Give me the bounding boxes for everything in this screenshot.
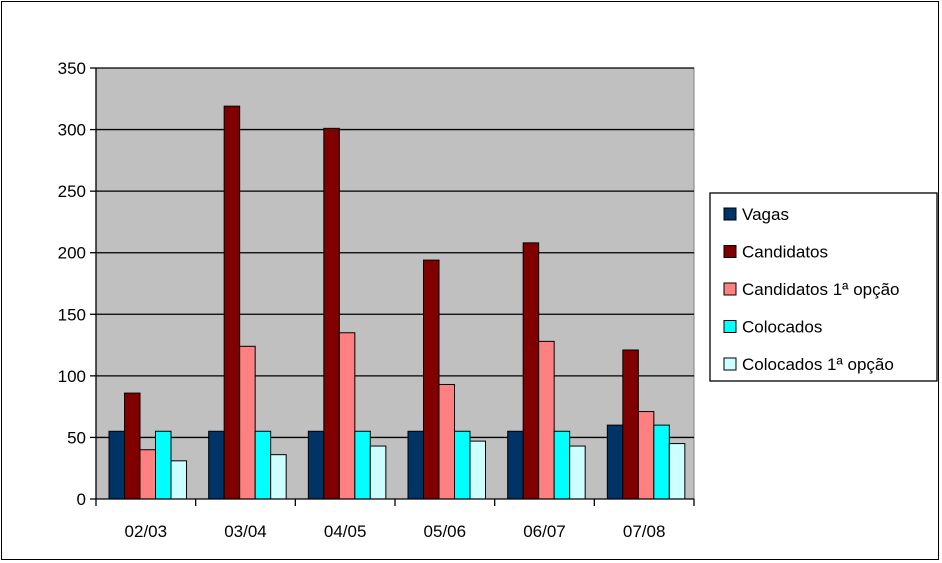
bar-colocados-1-op-o-06-07	[569, 445, 586, 500]
legend-swatch	[723, 282, 737, 296]
bar-vagas-03-04	[208, 430, 225, 500]
bar-candidatos-04-05	[323, 127, 340, 500]
bar-vagas-06-07	[507, 430, 524, 500]
bar-candidatos-1-op-o-06-07	[538, 340, 555, 500]
bar-vagas-04-05	[307, 430, 325, 500]
y-tick-label: 50	[67, 428, 86, 447]
legend-swatch	[723, 245, 737, 258]
bar-colocados-1-op-o-07-08	[668, 443, 686, 500]
bar-colocados-1-op-o-02-03	[170, 460, 187, 500]
bar-candidatos-1-op-o-05-06	[438, 383, 455, 500]
bar-colocados-06-07	[553, 430, 571, 500]
bar-candidatos-1-op-o-04-05	[338, 332, 356, 500]
bar-vagas-02-03	[108, 430, 125, 500]
legend-label: Candidatos	[742, 243, 828, 262]
bar-candidatos-1-op-o-02-03	[139, 449, 156, 500]
y-tick-label: 300	[58, 121, 86, 140]
y-tick-label: 200	[58, 244, 86, 263]
bar-colocados-03-04	[254, 430, 272, 500]
legend-label: Colocados 1ª opção	[742, 355, 894, 374]
gridlines	[96, 67, 694, 439]
legend-label: Colocados	[742, 318, 822, 337]
legend-box	[709, 192, 938, 382]
bar-colocados-05-06	[454, 430, 471, 500]
bar-candidatos-02-03	[124, 392, 141, 500]
y-tick-label: 250	[58, 182, 86, 201]
axes: 0 50 100 150 200 250 300 350 02/03 03/04 04/05 05/0…	[58, 59, 695, 541]
legend-swatch	[723, 207, 737, 221]
x-tick-label: 03/04	[224, 522, 267, 541]
bar-candidatos-03-04	[223, 105, 241, 500]
legend-swatch	[723, 320, 737, 333]
bar-colocados-07-08	[653, 424, 670, 500]
bar-candidatos-07-08	[622, 349, 639, 500]
bar-vagas-05-06	[407, 430, 424, 500]
bar-colocados-1-op-o-03-04	[270, 454, 287, 500]
x-tick-label: 06/07	[523, 522, 566, 541]
legend: Vagas Candidatos Candidatos 1ª opção Coloca…	[709, 192, 938, 382]
legend-label: Vagas	[742, 205, 789, 224]
y-tick-label: 150	[58, 305, 86, 324]
x-tick-label: 04/05	[324, 522, 367, 541]
bar-candidatos-06-07	[522, 242, 540, 500]
x-tick-label: 07/08	[623, 522, 666, 541]
y-tick-label: 350	[58, 59, 86, 78]
bars	[108, 105, 686, 500]
x-tick-label: 05/06	[424, 522, 467, 541]
bar-candidatos-1-op-o-03-04	[239, 345, 256, 500]
bar-candidatos-1-op-o-07-08	[637, 411, 655, 500]
legend-swatch	[723, 357, 737, 371]
bar-candidatos-05-06	[423, 259, 440, 500]
plot-area	[95, 67, 695, 500]
bar-colocados-04-05	[354, 430, 371, 500]
y-tick-label: 100	[58, 367, 86, 386]
bar-vagas-07-08	[606, 424, 624, 500]
bar-colocados-1-op-o-04-05	[369, 445, 387, 500]
x-tick-label: 02/03	[125, 522, 168, 541]
legend-label: Candidatos 1ª opção	[742, 280, 900, 299]
y-tick-label: 0	[77, 490, 86, 509]
bar-colocados-1-op-o-05-06	[469, 440, 486, 500]
bar-colocados-02-03	[155, 430, 172, 500]
